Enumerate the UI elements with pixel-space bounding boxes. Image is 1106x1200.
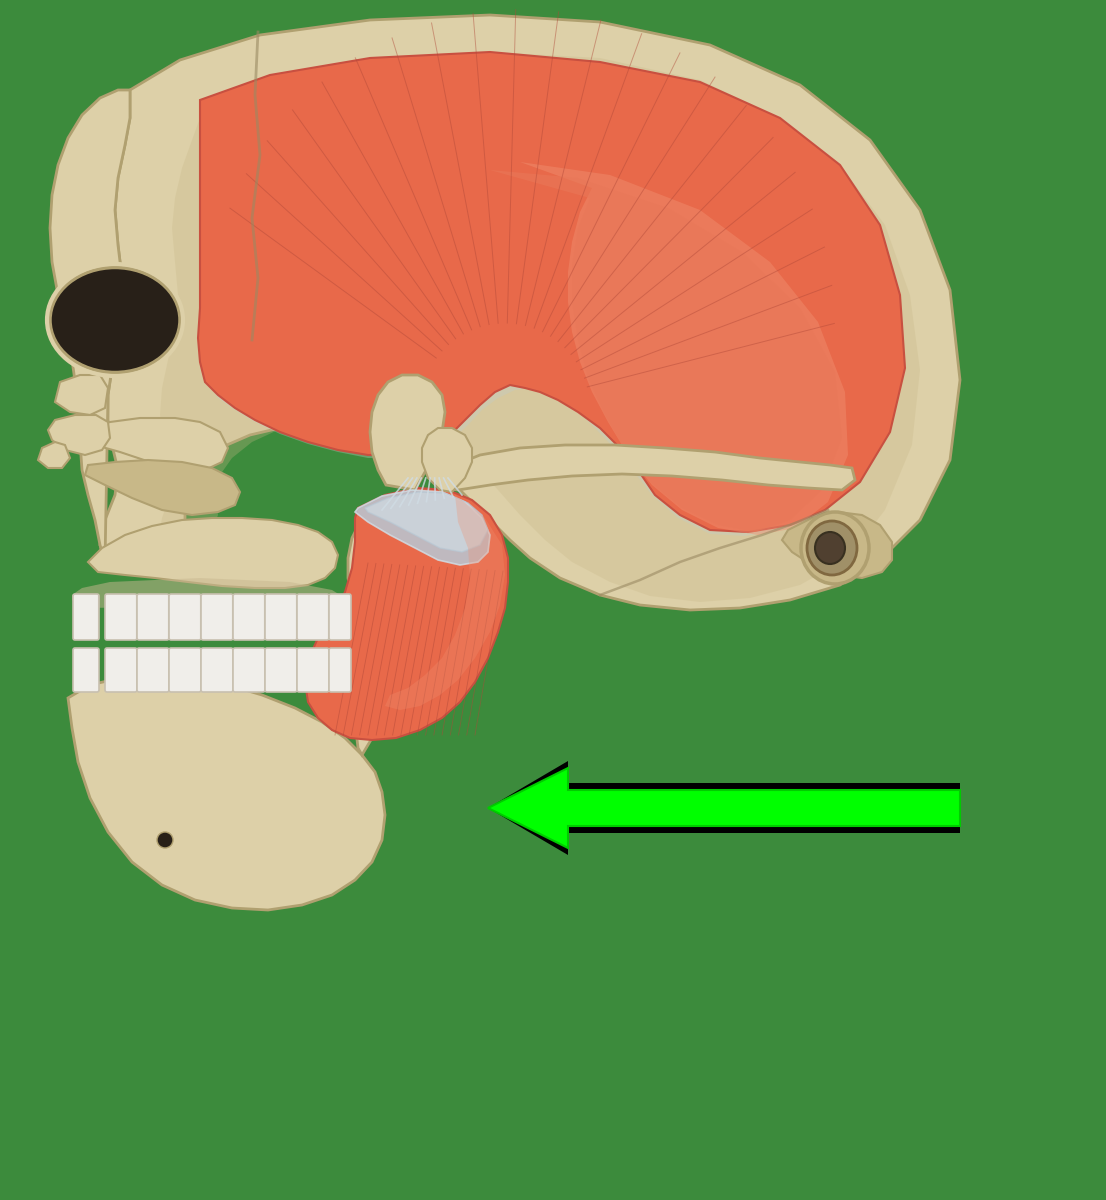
FancyBboxPatch shape: [233, 594, 265, 640]
Polygon shape: [38, 442, 70, 468]
Circle shape: [157, 832, 173, 848]
FancyArrow shape: [488, 761, 960, 854]
FancyArrow shape: [488, 768, 960, 848]
FancyBboxPatch shape: [137, 594, 169, 640]
Polygon shape: [348, 490, 474, 755]
Polygon shape: [782, 512, 893, 578]
FancyBboxPatch shape: [298, 594, 328, 640]
FancyBboxPatch shape: [201, 648, 233, 692]
Polygon shape: [100, 14, 960, 610]
FancyBboxPatch shape: [265, 594, 298, 640]
FancyBboxPatch shape: [201, 594, 233, 640]
FancyBboxPatch shape: [105, 648, 137, 692]
FancyBboxPatch shape: [73, 648, 100, 692]
FancyBboxPatch shape: [169, 648, 201, 692]
FancyBboxPatch shape: [328, 594, 351, 640]
Polygon shape: [67, 674, 385, 910]
Polygon shape: [55, 374, 108, 415]
FancyBboxPatch shape: [328, 648, 351, 692]
Polygon shape: [385, 494, 505, 710]
Polygon shape: [422, 428, 472, 492]
Polygon shape: [158, 52, 920, 602]
Polygon shape: [520, 162, 848, 535]
Polygon shape: [432, 445, 855, 490]
Ellipse shape: [807, 521, 857, 575]
Polygon shape: [85, 460, 240, 515]
Polygon shape: [205, 60, 899, 536]
Polygon shape: [48, 415, 109, 455]
FancyBboxPatch shape: [265, 648, 298, 692]
Polygon shape: [365, 492, 488, 552]
Ellipse shape: [801, 512, 869, 584]
Polygon shape: [85, 418, 228, 470]
Polygon shape: [198, 52, 905, 532]
FancyBboxPatch shape: [137, 648, 169, 692]
Polygon shape: [72, 578, 345, 608]
FancyBboxPatch shape: [233, 648, 265, 692]
Polygon shape: [305, 488, 508, 740]
Polygon shape: [490, 170, 842, 532]
Polygon shape: [88, 518, 338, 588]
FancyBboxPatch shape: [105, 594, 137, 640]
Polygon shape: [50, 90, 131, 562]
Ellipse shape: [815, 532, 845, 564]
Ellipse shape: [50, 268, 180, 372]
Polygon shape: [355, 490, 490, 565]
FancyBboxPatch shape: [169, 594, 201, 640]
FancyBboxPatch shape: [73, 594, 100, 640]
FancyBboxPatch shape: [298, 648, 328, 692]
Polygon shape: [371, 374, 445, 490]
